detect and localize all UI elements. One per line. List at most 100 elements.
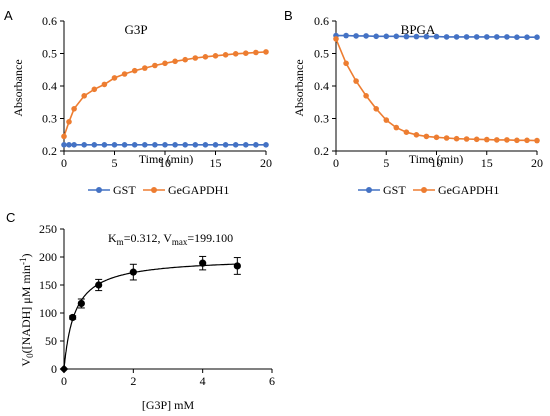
vmax-value: =199.100 — [187, 231, 233, 245]
data-point — [95, 281, 103, 289]
y-tick-label: 0.2 — [42, 144, 57, 158]
x-tick-label: 0 — [333, 156, 339, 170]
data-point-gegapdh1 — [71, 106, 77, 112]
x-tick-label: 2 — [130, 374, 136, 388]
data-point-gst — [232, 142, 239, 148]
legend-item-gst: GST — [358, 183, 406, 197]
panel-c-annotation: Km=0.312, Vmax=199.100 — [108, 231, 233, 247]
y-tick-label: 200 — [39, 250, 57, 264]
data-point-origin — [59, 364, 69, 374]
panel-a-series — [61, 49, 269, 148]
legend-gst-label: GST — [113, 183, 136, 197]
legend-item-gegapdh1: GeGAPDH1 — [143, 183, 229, 197]
data-point-gegapdh1 — [433, 134, 440, 141]
data-point-gegapdh1 — [192, 55, 199, 61]
data-point-gegapdh1 — [353, 78, 359, 84]
data-point-gegapdh1 — [222, 52, 229, 58]
km-symbol: K — [108, 231, 117, 245]
series-line-gegapdh1 — [63, 51, 267, 137]
data-point — [69, 313, 77, 322]
panel-b-y-axis-label: Absorbance — [292, 59, 306, 116]
panel-a-axes: 0 5 10 15 20 0.2 0.3 0.4 0.5 0.6 — [42, 14, 272, 170]
data-point-gst — [473, 34, 480, 40]
data-point-gst — [494, 34, 500, 40]
panel-a-legend: GST GeGAPDH1 — [88, 183, 229, 197]
panel-c-plot — [59, 255, 241, 374]
y-tick-label: 0.3 — [314, 112, 329, 126]
data-point-gegapdh1 — [473, 136, 480, 143]
data-point-gegapdh1 — [453, 135, 460, 142]
data-point-gegapdh1 — [101, 81, 108, 88]
panel-a: A G3P Absorbance Time (min) 0 5 10 15 200.20… — [4, 8, 272, 197]
x-tick-label: 10 — [159, 156, 171, 170]
data-point-gst — [263, 142, 269, 148]
y-tick-label: 0.4 — [314, 79, 329, 93]
data-point-gegapdh1 — [212, 53, 219, 59]
data-point-gegapdh1 — [383, 117, 390, 123]
legend-gegapdh1-label: GeGAPDH1 — [168, 183, 229, 197]
data-point-gst — [463, 34, 470, 40]
y-label-v: V — [19, 358, 33, 367]
data-point-gegapdh1 — [243, 50, 249, 56]
data-point-gegapdh1 — [66, 119, 72, 125]
data-point-gegapdh1 — [393, 124, 400, 131]
data-point-gst — [514, 34, 520, 40]
data-point-gegapdh1 — [443, 135, 450, 141]
y-tick-label: 0.3 — [42, 112, 57, 126]
x-tick-label: 10 — [431, 156, 443, 170]
panel-b-legend: GST GeGAPDH1 — [358, 183, 499, 197]
data-point-gegapdh1 — [232, 51, 239, 57]
data-point-gegapdh1 — [182, 56, 188, 63]
data-point-gst — [71, 142, 77, 148]
data-point-gst — [222, 142, 229, 148]
panel-b-series — [333, 32, 540, 144]
panel-c: C Km=0.312, Vmax=199.100 V0([NADH] μM mi… — [6, 210, 275, 412]
panel-b: B BPGA Absorbance Time (min) 0 5 10 15 20 0.2… — [284, 8, 543, 197]
data-point-gst — [111, 142, 118, 148]
data-point-gst — [343, 32, 349, 39]
x-tick-label: 0 — [61, 374, 67, 388]
y-tick-label: 0.5 — [314, 47, 329, 61]
y-tick-label: 100 — [39, 306, 57, 320]
data-point-gegapdh1 — [413, 132, 420, 138]
data-point-gst — [91, 142, 98, 148]
legend-item-gegapdh1: GeGAPDH1 — [413, 183, 499, 197]
data-point-gst — [121, 142, 128, 148]
y-tick-label: 0.6 — [42, 14, 57, 28]
x-tick-label: 15 — [210, 156, 222, 170]
data-point-gst — [202, 142, 209, 148]
x-tick-label: 5 — [112, 156, 118, 170]
y-label-end: ) — [19, 253, 33, 257]
data-point-gegapdh1 — [373, 106, 380, 112]
data-point-gegapdh1 — [111, 75, 118, 81]
data-point-gegapdh1 — [152, 62, 158, 69]
data-point-gst — [142, 142, 148, 148]
y-tick-label: 50 — [45, 334, 57, 348]
data-point-gst — [453, 34, 460, 40]
y-label-sub: 0 — [25, 353, 35, 358]
data-point-gegapdh1 — [333, 36, 339, 42]
data-point-gst — [534, 34, 540, 40]
data-point-gst — [66, 142, 72, 148]
data-point-gegapdh1 — [131, 67, 138, 74]
panel-b-axes: 0 5 10 15 20 0.2 0.3 0.4 0.5 0.6 — [314, 14, 543, 170]
data-point-gst — [152, 142, 158, 148]
data-point-gst — [101, 142, 108, 148]
data-point-gst — [504, 34, 510, 40]
data-point-gegapdh1 — [81, 93, 87, 99]
data-point-gst — [243, 142, 249, 148]
data-point-gst — [172, 142, 178, 148]
data-point-gegapdh1 — [463, 136, 470, 142]
y-tick-label: 150 — [39, 278, 57, 292]
data-point — [129, 268, 137, 276]
legend-gst-marker — [366, 187, 372, 193]
data-point — [233, 262, 241, 270]
data-point-gegapdh1 — [524, 137, 530, 144]
data-point-gst — [353, 33, 359, 39]
data-point-gst — [383, 33, 390, 40]
data-point-gegapdh1 — [403, 129, 410, 135]
data-point-gst — [433, 33, 440, 40]
panel-a-label: A — [4, 8, 13, 23]
data-point-gegapdh1 — [121, 71, 128, 77]
data-point-gegapdh1 — [504, 137, 510, 143]
